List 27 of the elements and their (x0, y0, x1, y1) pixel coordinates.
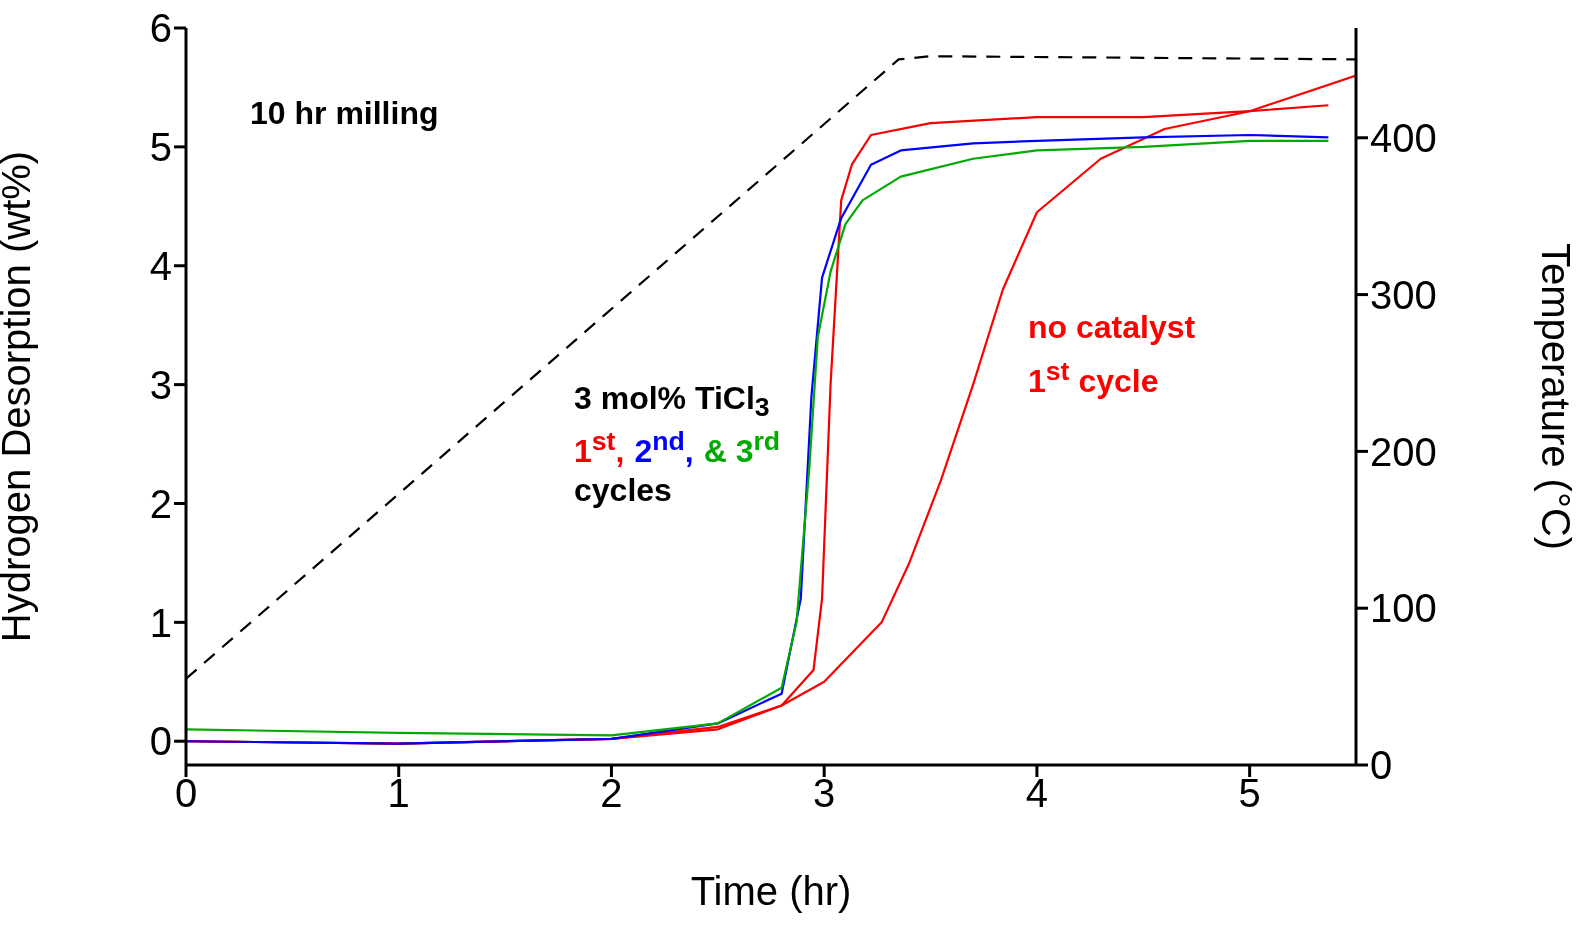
y2-tick-label: 300 (1370, 272, 1437, 317)
x-tick-label: 2 (600, 771, 623, 816)
y-tick-label: 4 (149, 243, 172, 288)
y2-tick-label: 200 (1370, 429, 1437, 474)
text: 2$^{nd}$, (634, 426, 694, 469)
x-tick-label: 1 (387, 771, 410, 816)
annotation: 3 mol% TiCl$_{3}$ (574, 380, 770, 424)
y2-tick-label: 100 (1370, 586, 1437, 631)
y2-tick-label: 400 (1370, 115, 1437, 160)
x-axis-title: Time (hr) (690, 869, 852, 913)
x-tick-label: 3 (813, 771, 836, 816)
y2-tick-label: 0 (1370, 743, 1393, 788)
y-tick-label: 0 (149, 719, 172, 764)
y-axis-title: Hydrogen Desorption (wt%) (0, 150, 39, 643)
y-tick-label: 1 (149, 600, 172, 645)
y-tick-label: 3 (149, 362, 172, 407)
annotation: cycles (574, 472, 672, 509)
annotation: 10 hr milling (250, 95, 439, 132)
series-label: no catalyst 1$^{st}$ cycle (1028, 308, 1197, 401)
y2-axis-title: Temperature (°C) (1533, 242, 1578, 551)
y-tick-label: 5 (149, 125, 172, 170)
y-tick-label: 2 (149, 481, 172, 526)
series-label: & 3$^{rd}$ (703, 426, 781, 469)
text: 1$^{st}$, (574, 426, 625, 469)
x-tick-label: 4 (1025, 771, 1049, 816)
y-tick-label: 6 (149, 6, 172, 51)
x-tick-label: 5 (1238, 771, 1261, 816)
